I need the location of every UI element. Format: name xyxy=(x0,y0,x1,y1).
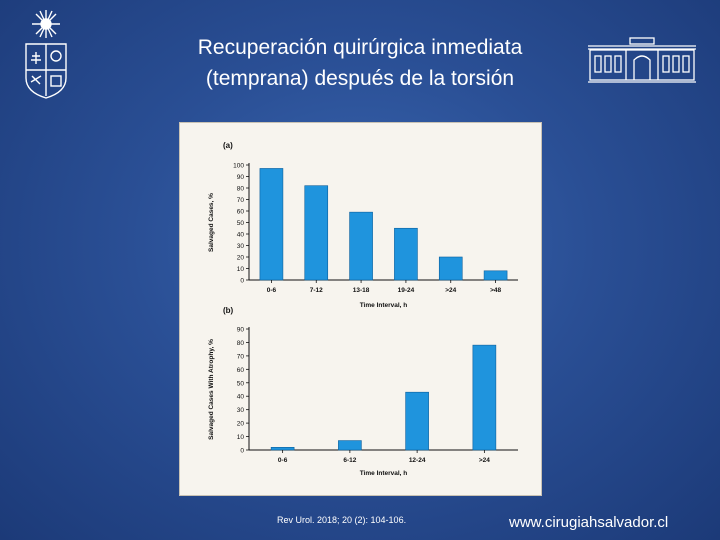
panel-a-label: (a) xyxy=(223,141,233,150)
panel-a-x-tick-label: 19-24 xyxy=(398,287,415,294)
panel-b-y-tick-label: 40 xyxy=(237,394,245,401)
slide-title-line-1: Recuperación quirúrgica inmediata xyxy=(197,36,523,59)
panel-b-y-tick-label: 10 xyxy=(237,434,245,441)
panel-a-x-tick-label: >24 xyxy=(445,287,456,294)
university-crest-logo xyxy=(20,8,72,100)
panel-a-y-tick-label: 10 xyxy=(237,266,245,273)
panel-b-y-tick-label: 0 xyxy=(240,448,244,455)
panel-b-bar-1 xyxy=(270,447,295,451)
panel-a-bar-1 xyxy=(259,168,284,281)
panel-b-y-tick-label: 70 xyxy=(237,353,245,360)
panel-a-y-tick-label: 0 xyxy=(240,278,244,285)
panel-b-y-tick-label: 80 xyxy=(237,340,245,347)
panel-b-y-tick-label: 60 xyxy=(237,367,245,374)
panel-a-y-tick-label: 60 xyxy=(237,209,245,216)
panel-a-y-tick-label: 80 xyxy=(237,186,245,193)
panel-a-y-tick-label: 100 xyxy=(233,163,244,170)
building-facade-icon xyxy=(588,37,696,83)
panel-b-bar-2 xyxy=(338,440,362,451)
panel-b-label: (b) xyxy=(223,306,234,315)
panel-b-x-tick-label: >24 xyxy=(479,457,490,464)
panel-b-bar-4 xyxy=(472,344,497,451)
figure-frame: (a) 0 10 20 30 40 50 60 70 80 90 100 Salvaged Cases,… xyxy=(179,122,542,496)
panel-a-y-tick-label: 50 xyxy=(237,220,245,227)
panel-a-bar-5 xyxy=(438,256,463,281)
panel-b-y-tick-label: 30 xyxy=(237,407,245,414)
panel-a-x-tick-label: >48 xyxy=(490,287,501,294)
panel-a-y-tick-label: 30 xyxy=(237,243,245,250)
panel-a-x-tick-label: 13-18 xyxy=(353,287,370,294)
panel-b-y-tick-label: 20 xyxy=(237,421,245,428)
panel-a-y-tick-label: 40 xyxy=(237,232,245,239)
university-crest-icon xyxy=(25,10,67,99)
panel-b-x-axis-label: Time Interval, h xyxy=(360,470,408,477)
slide-title: Recuperación quirúrgica inmediata (tempr… xyxy=(120,32,600,94)
panel-a-x-tick-label: 7-12 xyxy=(310,287,323,294)
slide-title-line-2: (temprana) después de la torsión xyxy=(205,67,515,90)
panel-b-bar-3 xyxy=(405,391,429,451)
panel-b-x-tick-label: 12-24 xyxy=(409,457,426,464)
panel-a-y-tick-label: 90 xyxy=(237,174,245,181)
panel-a-bar-3 xyxy=(349,211,373,281)
panel-a-bar-2 xyxy=(304,185,329,281)
panel-a-y-tick-label: 20 xyxy=(237,255,245,262)
panel-a-y-tick-label: 70 xyxy=(237,197,245,204)
hospital-building-logo xyxy=(586,36,698,84)
panel-a-y-axis-label: Salvaged Cases, % xyxy=(208,193,215,252)
panel-a-bar-4 xyxy=(394,227,418,281)
panel-a-bar-6 xyxy=(483,270,508,281)
panel-a-x-tick-label: 0-6 xyxy=(267,287,277,294)
panel-b-y-tick-label: 50 xyxy=(237,380,245,387)
panel-b-y-axis-label: Salvaged Cases With Atrophy, % xyxy=(208,339,215,440)
panel-b-x-tick-label: 0-6 xyxy=(278,457,288,464)
citation: Rev Urol. 2018; 20 (2): 104-106. xyxy=(277,515,407,525)
website-url: www.cirugiahsalvador.cl xyxy=(509,514,669,531)
panel-b-x-tick-label: 6-12 xyxy=(343,457,356,464)
panel-b-y-tick-label: 90 xyxy=(237,327,245,334)
panel-a-x-axis-label: Time Interval, h xyxy=(360,302,408,309)
